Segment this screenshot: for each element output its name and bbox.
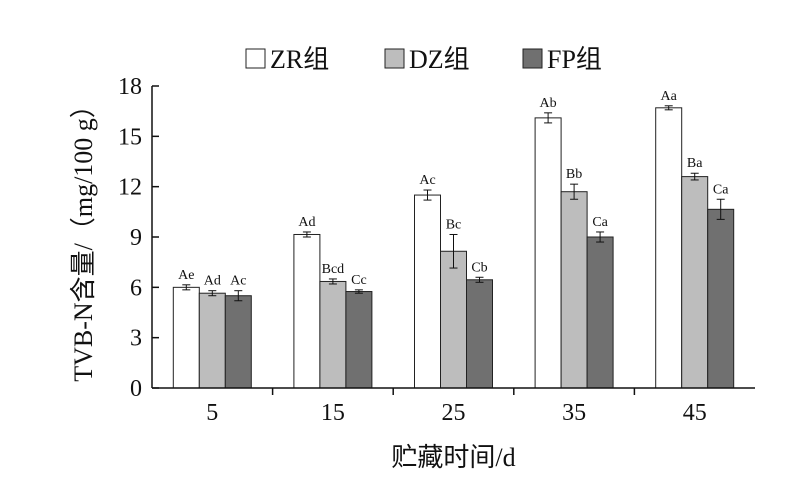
bar — [293, 233, 321, 389]
plot-area: Ae Ad Ac Ab Aa Ad Bcd Bc Bb Ba Ac Cc Cb Ca Ca — [172, 89, 735, 389]
bar-data-label: Ba — [687, 156, 703, 171]
bar-data-label: Cb — [471, 260, 487, 275]
bar — [198, 292, 226, 389]
x-tick-label: 25 — [442, 400, 466, 426]
bar — [466, 279, 493, 389]
bar — [534, 117, 562, 389]
bar-data-label: Bc — [446, 217, 462, 232]
y-tick-label: 0 — [130, 376, 142, 402]
bar-data-label: Ca — [713, 182, 729, 197]
x-tick-label: 45 — [683, 400, 707, 426]
bar — [224, 295, 252, 389]
y-axis-label: TVB-N含量/（mg/100 g） — [69, 92, 98, 382]
bar-data-label: Ca — [592, 215, 608, 230]
y-tick-label: 3 — [130, 326, 142, 352]
bar — [655, 107, 683, 389]
y-tick-label: 12 — [118, 175, 142, 201]
y-tick-label: 15 — [118, 124, 142, 150]
legend-swatch — [245, 48, 266, 69]
bar — [586, 236, 614, 389]
legend-swatch — [522, 48, 543, 69]
bar-data-label: Ac — [230, 274, 246, 289]
legend: ZR组 DZ组 FP组 — [245, 45, 602, 74]
bar-data-label: Ad — [204, 274, 221, 289]
bar — [172, 286, 200, 389]
bar-data-label: Ae — [178, 268, 194, 283]
bar — [414, 194, 441, 389]
legend-swatch — [384, 48, 405, 69]
bar-data-label: Bb — [566, 167, 582, 182]
bar — [560, 191, 588, 389]
bar-data-label: Bcd — [322, 262, 345, 277]
x-tick-label: 15 — [321, 400, 345, 426]
y-tick-label: 18 — [118, 74, 142, 100]
x-tick-label: 5 — [206, 400, 218, 426]
y-tick-label: 9 — [130, 225, 142, 251]
bar-data-label: Ab — [540, 96, 557, 111]
axes: 0 3 6 9 12 15 18 5 15 25 35 45 — [118, 74, 755, 426]
bar — [319, 280, 347, 389]
bar-data-label: Ac — [419, 173, 435, 188]
bar — [345, 291, 373, 389]
x-tick-label: 35 — [562, 400, 586, 426]
bar-data-label: Aa — [661, 89, 678, 104]
legend-entry: DZ组 — [409, 45, 470, 74]
bar-data-label: Ad — [298, 215, 315, 230]
bar — [440, 250, 467, 389]
bar-data-label: Cc — [351, 273, 367, 288]
bar — [681, 176, 709, 389]
y-tick-label: 6 — [130, 275, 142, 301]
x-axis-label: 贮藏时间/d — [391, 443, 515, 472]
legend-entry: FP组 — [547, 45, 602, 74]
bar — [707, 208, 735, 389]
legend-entry: ZR组 — [270, 45, 329, 74]
